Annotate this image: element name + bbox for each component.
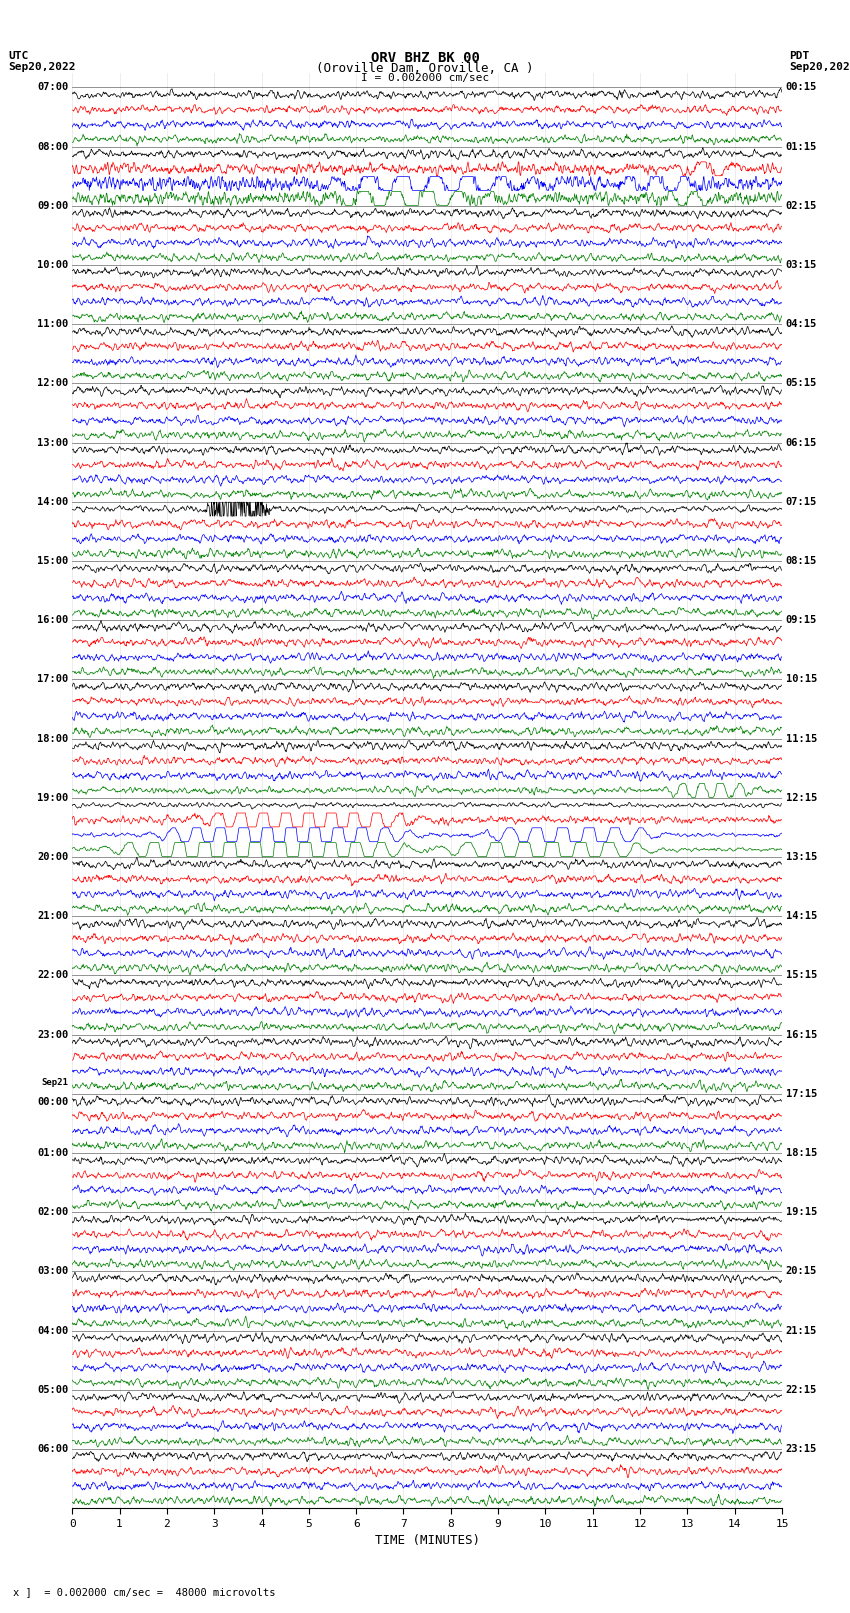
Text: 08:15: 08:15: [785, 556, 817, 566]
Text: 01:00: 01:00: [37, 1148, 69, 1158]
Text: 04:15: 04:15: [785, 319, 817, 329]
Text: 09:00: 09:00: [37, 200, 69, 211]
Text: 11:15: 11:15: [785, 734, 817, 744]
Text: 07:15: 07:15: [785, 497, 817, 506]
Text: 20:15: 20:15: [785, 1266, 817, 1276]
Text: 10:15: 10:15: [785, 674, 817, 684]
Text: 06:15: 06:15: [785, 437, 817, 447]
Text: Sep20,2022: Sep20,2022: [8, 63, 76, 73]
Text: 10:00: 10:00: [37, 260, 69, 269]
Text: 15:15: 15:15: [785, 971, 817, 981]
Text: 05:00: 05:00: [37, 1384, 69, 1395]
Text: (Oroville Dam, Oroville, CA ): (Oroville Dam, Oroville, CA ): [316, 63, 534, 76]
Text: 05:15: 05:15: [785, 379, 817, 389]
Text: 17:00: 17:00: [37, 674, 69, 684]
Text: 22:15: 22:15: [785, 1384, 817, 1395]
Text: 08:00: 08:00: [37, 142, 69, 152]
Text: 07:00: 07:00: [37, 82, 69, 92]
Text: 13:00: 13:00: [37, 437, 69, 447]
X-axis label: TIME (MINUTES): TIME (MINUTES): [375, 1534, 479, 1547]
Text: 18:15: 18:15: [785, 1148, 817, 1158]
Text: 20:00: 20:00: [37, 852, 69, 861]
Text: 03:00: 03:00: [37, 1266, 69, 1276]
Text: 01:15: 01:15: [785, 142, 817, 152]
Text: 00:00: 00:00: [37, 1097, 69, 1107]
Text: 14:15: 14:15: [785, 911, 817, 921]
Text: Sep20,2022: Sep20,2022: [789, 63, 850, 73]
Text: 06:00: 06:00: [37, 1444, 69, 1453]
Text: 13:15: 13:15: [785, 852, 817, 861]
Text: PDT: PDT: [789, 50, 809, 61]
Text: 00:15: 00:15: [785, 82, 817, 92]
Text: 21:15: 21:15: [785, 1326, 817, 1336]
Text: 23:00: 23:00: [37, 1029, 69, 1039]
Text: 23:15: 23:15: [785, 1444, 817, 1453]
Text: x ]  = 0.002000 cm/sec =  48000 microvolts: x ] = 0.002000 cm/sec = 48000 microvolts: [13, 1587, 275, 1597]
Text: 15:00: 15:00: [37, 556, 69, 566]
Text: ORV BHZ BK 00: ORV BHZ BK 00: [371, 50, 479, 65]
Text: 19:15: 19:15: [785, 1207, 817, 1218]
Text: 02:00: 02:00: [37, 1207, 69, 1218]
Text: 16:00: 16:00: [37, 615, 69, 626]
Text: I = 0.002000 cm/sec: I = 0.002000 cm/sec: [361, 73, 489, 84]
Text: 09:15: 09:15: [785, 615, 817, 626]
Text: 04:00: 04:00: [37, 1326, 69, 1336]
Text: 16:15: 16:15: [785, 1029, 817, 1039]
Text: UTC: UTC: [8, 50, 29, 61]
Text: 03:15: 03:15: [785, 260, 817, 269]
Text: 18:00: 18:00: [37, 734, 69, 744]
Text: 22:00: 22:00: [37, 971, 69, 981]
Text: 12:15: 12:15: [785, 792, 817, 803]
Text: Sep21: Sep21: [42, 1077, 69, 1087]
Text: 11:00: 11:00: [37, 319, 69, 329]
Text: 21:00: 21:00: [37, 911, 69, 921]
Text: 02:15: 02:15: [785, 200, 817, 211]
Text: 19:00: 19:00: [37, 792, 69, 803]
Text: 17:15: 17:15: [785, 1089, 817, 1098]
Text: 14:00: 14:00: [37, 497, 69, 506]
Text: 12:00: 12:00: [37, 379, 69, 389]
